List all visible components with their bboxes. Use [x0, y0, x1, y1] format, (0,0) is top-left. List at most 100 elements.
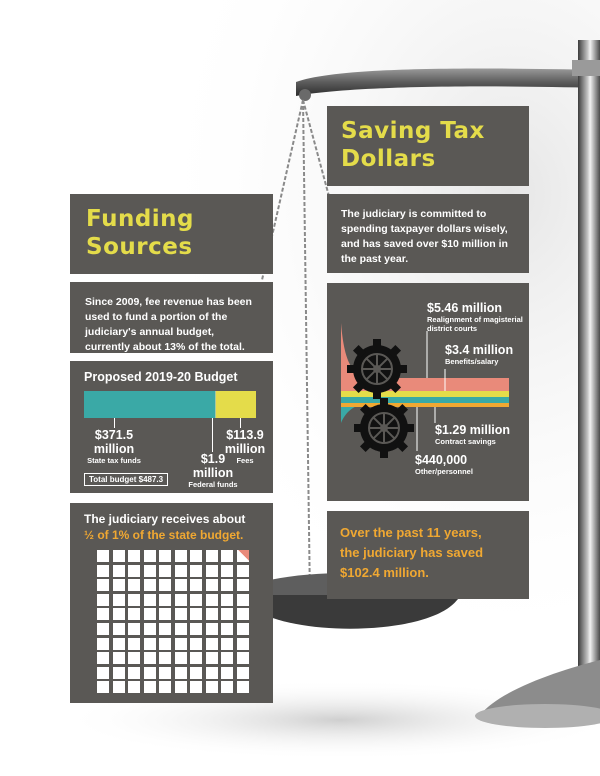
grid-square: [97, 666, 109, 679]
grid-square: [143, 637, 156, 650]
grid-square: [97, 637, 109, 650]
grid-square: [128, 608, 140, 621]
savings-item-benefits: $3.4 million Benefits/salary: [445, 343, 514, 366]
saving-title-line2: Dollars: [341, 146, 436, 172]
budget-title: Proposed 2019-20 Budget: [84, 370, 238, 384]
federal-amount: $1.9 million Federal funds: [182, 452, 244, 489]
saving-title-panel: Saving Tax Dollars: [327, 106, 529, 186]
savings-breakdown-panel: $5.46 million Realignment of magisterial…: [327, 283, 529, 501]
grid-square: [205, 593, 218, 606]
grid-square: [221, 666, 233, 679]
grid-square: [205, 550, 218, 562]
federal-leader-line: [212, 418, 213, 452]
grid-square: [205, 608, 218, 621]
grid-square: [236, 593, 249, 606]
receives-line2: ½ of 1% of the state budget.: [84, 528, 244, 542]
grid-square: [97, 593, 109, 606]
eleven-years-line3: $102.4 million.: [340, 565, 429, 580]
saving-intro-panel: The judiciary is committed to spending t…: [327, 194, 529, 273]
grid-square: [143, 623, 156, 635]
savings-item-other: $440,000 Other/personnel: [415, 453, 473, 476]
grid-square: [174, 681, 187, 694]
grid-square: [174, 666, 187, 679]
grid-square: [159, 637, 171, 650]
grid-square: [97, 579, 109, 592]
grid-square: [128, 666, 140, 679]
federal-label: Federal funds: [188, 480, 238, 489]
grid-square: [236, 623, 249, 635]
fees-amount: $113.9 million Fees: [220, 428, 270, 465]
receives-line1: The judiciary receives about: [84, 512, 246, 526]
savings-item-contract: $1.29 million Contract savings: [435, 423, 511, 446]
grid-square: [236, 652, 249, 665]
grid-square: [97, 608, 109, 621]
grid-square: [236, 681, 249, 694]
grid-square: [143, 550, 156, 562]
funding-title-panel: Funding Sources: [70, 194, 273, 274]
grid-square: [174, 623, 187, 635]
grid-square: [221, 550, 233, 562]
grid-square: [97, 564, 109, 577]
eleven-years-line1: Over the past 11 years,: [340, 525, 482, 540]
funding-intro-text: Since 2009, fee revenue has been used to…: [85, 296, 252, 353]
grid-square: [143, 579, 156, 592]
budget-bar-segment: [84, 391, 215, 418]
grid-square: [159, 608, 171, 621]
grid-square: [97, 550, 109, 562]
grid-square: [205, 681, 218, 694]
grid-square: [143, 652, 156, 665]
flow-benefits: [341, 391, 509, 397]
grid-square: [159, 593, 171, 606]
grid-square: [112, 666, 125, 679]
grid-square: [112, 652, 125, 665]
grid-square: [190, 637, 202, 650]
grid-square: [128, 623, 140, 635]
gear-icon: [347, 339, 407, 399]
grid-square: [205, 652, 218, 665]
grid-square: [159, 550, 171, 562]
grid-square: [236, 637, 249, 650]
eleven-years-line2: the judiciary has saved: [340, 545, 484, 560]
funding-title-line1: Funding: [86, 206, 194, 232]
budget-bar-segment: [216, 391, 256, 418]
grid-square: [190, 623, 202, 635]
grid-square: [159, 623, 171, 635]
receives-panel: The judiciary receives about ½ of 1% of …: [70, 503, 273, 703]
grid-square: [174, 652, 187, 665]
grid-square: [97, 623, 109, 635]
grid-square: [112, 608, 125, 621]
grid-square: [159, 666, 171, 679]
grid-square: [236, 564, 249, 577]
grid-square: [221, 564, 233, 577]
grid-square: [143, 608, 156, 621]
grid-square: [112, 593, 125, 606]
grid-square: [143, 564, 156, 577]
grid-square: [221, 593, 233, 606]
grid-square: [143, 593, 156, 606]
grid-square: [112, 637, 125, 650]
budget-bar: [84, 391, 256, 418]
saving-title-line1: Saving Tax: [341, 118, 485, 144]
fees-label: Fees: [236, 456, 254, 465]
grid-square: [112, 681, 125, 694]
grid-square: [236, 550, 249, 562]
savings-flow-graphic: [341, 323, 509, 458]
grid-square: [112, 623, 125, 635]
grid-square: [128, 550, 140, 562]
grid-square: [190, 564, 202, 577]
grid-square: [174, 550, 187, 562]
grid-square: [221, 681, 233, 694]
grid-square: [174, 579, 187, 592]
budget-bar-segment: [215, 391, 216, 418]
grid-square: [128, 564, 140, 577]
grid-square: [221, 608, 233, 621]
grid-square: [236, 608, 249, 621]
grid-square: [128, 593, 140, 606]
total-budget-box: Total budget $487.3: [84, 473, 169, 486]
grid-square: [159, 564, 171, 577]
grid-square: [112, 579, 125, 592]
flow-contract: [341, 397, 509, 423]
grid-square: [221, 652, 233, 665]
grid-square: [221, 579, 233, 592]
saving-intro-text: The judiciary is committed to spending t…: [341, 208, 508, 265]
